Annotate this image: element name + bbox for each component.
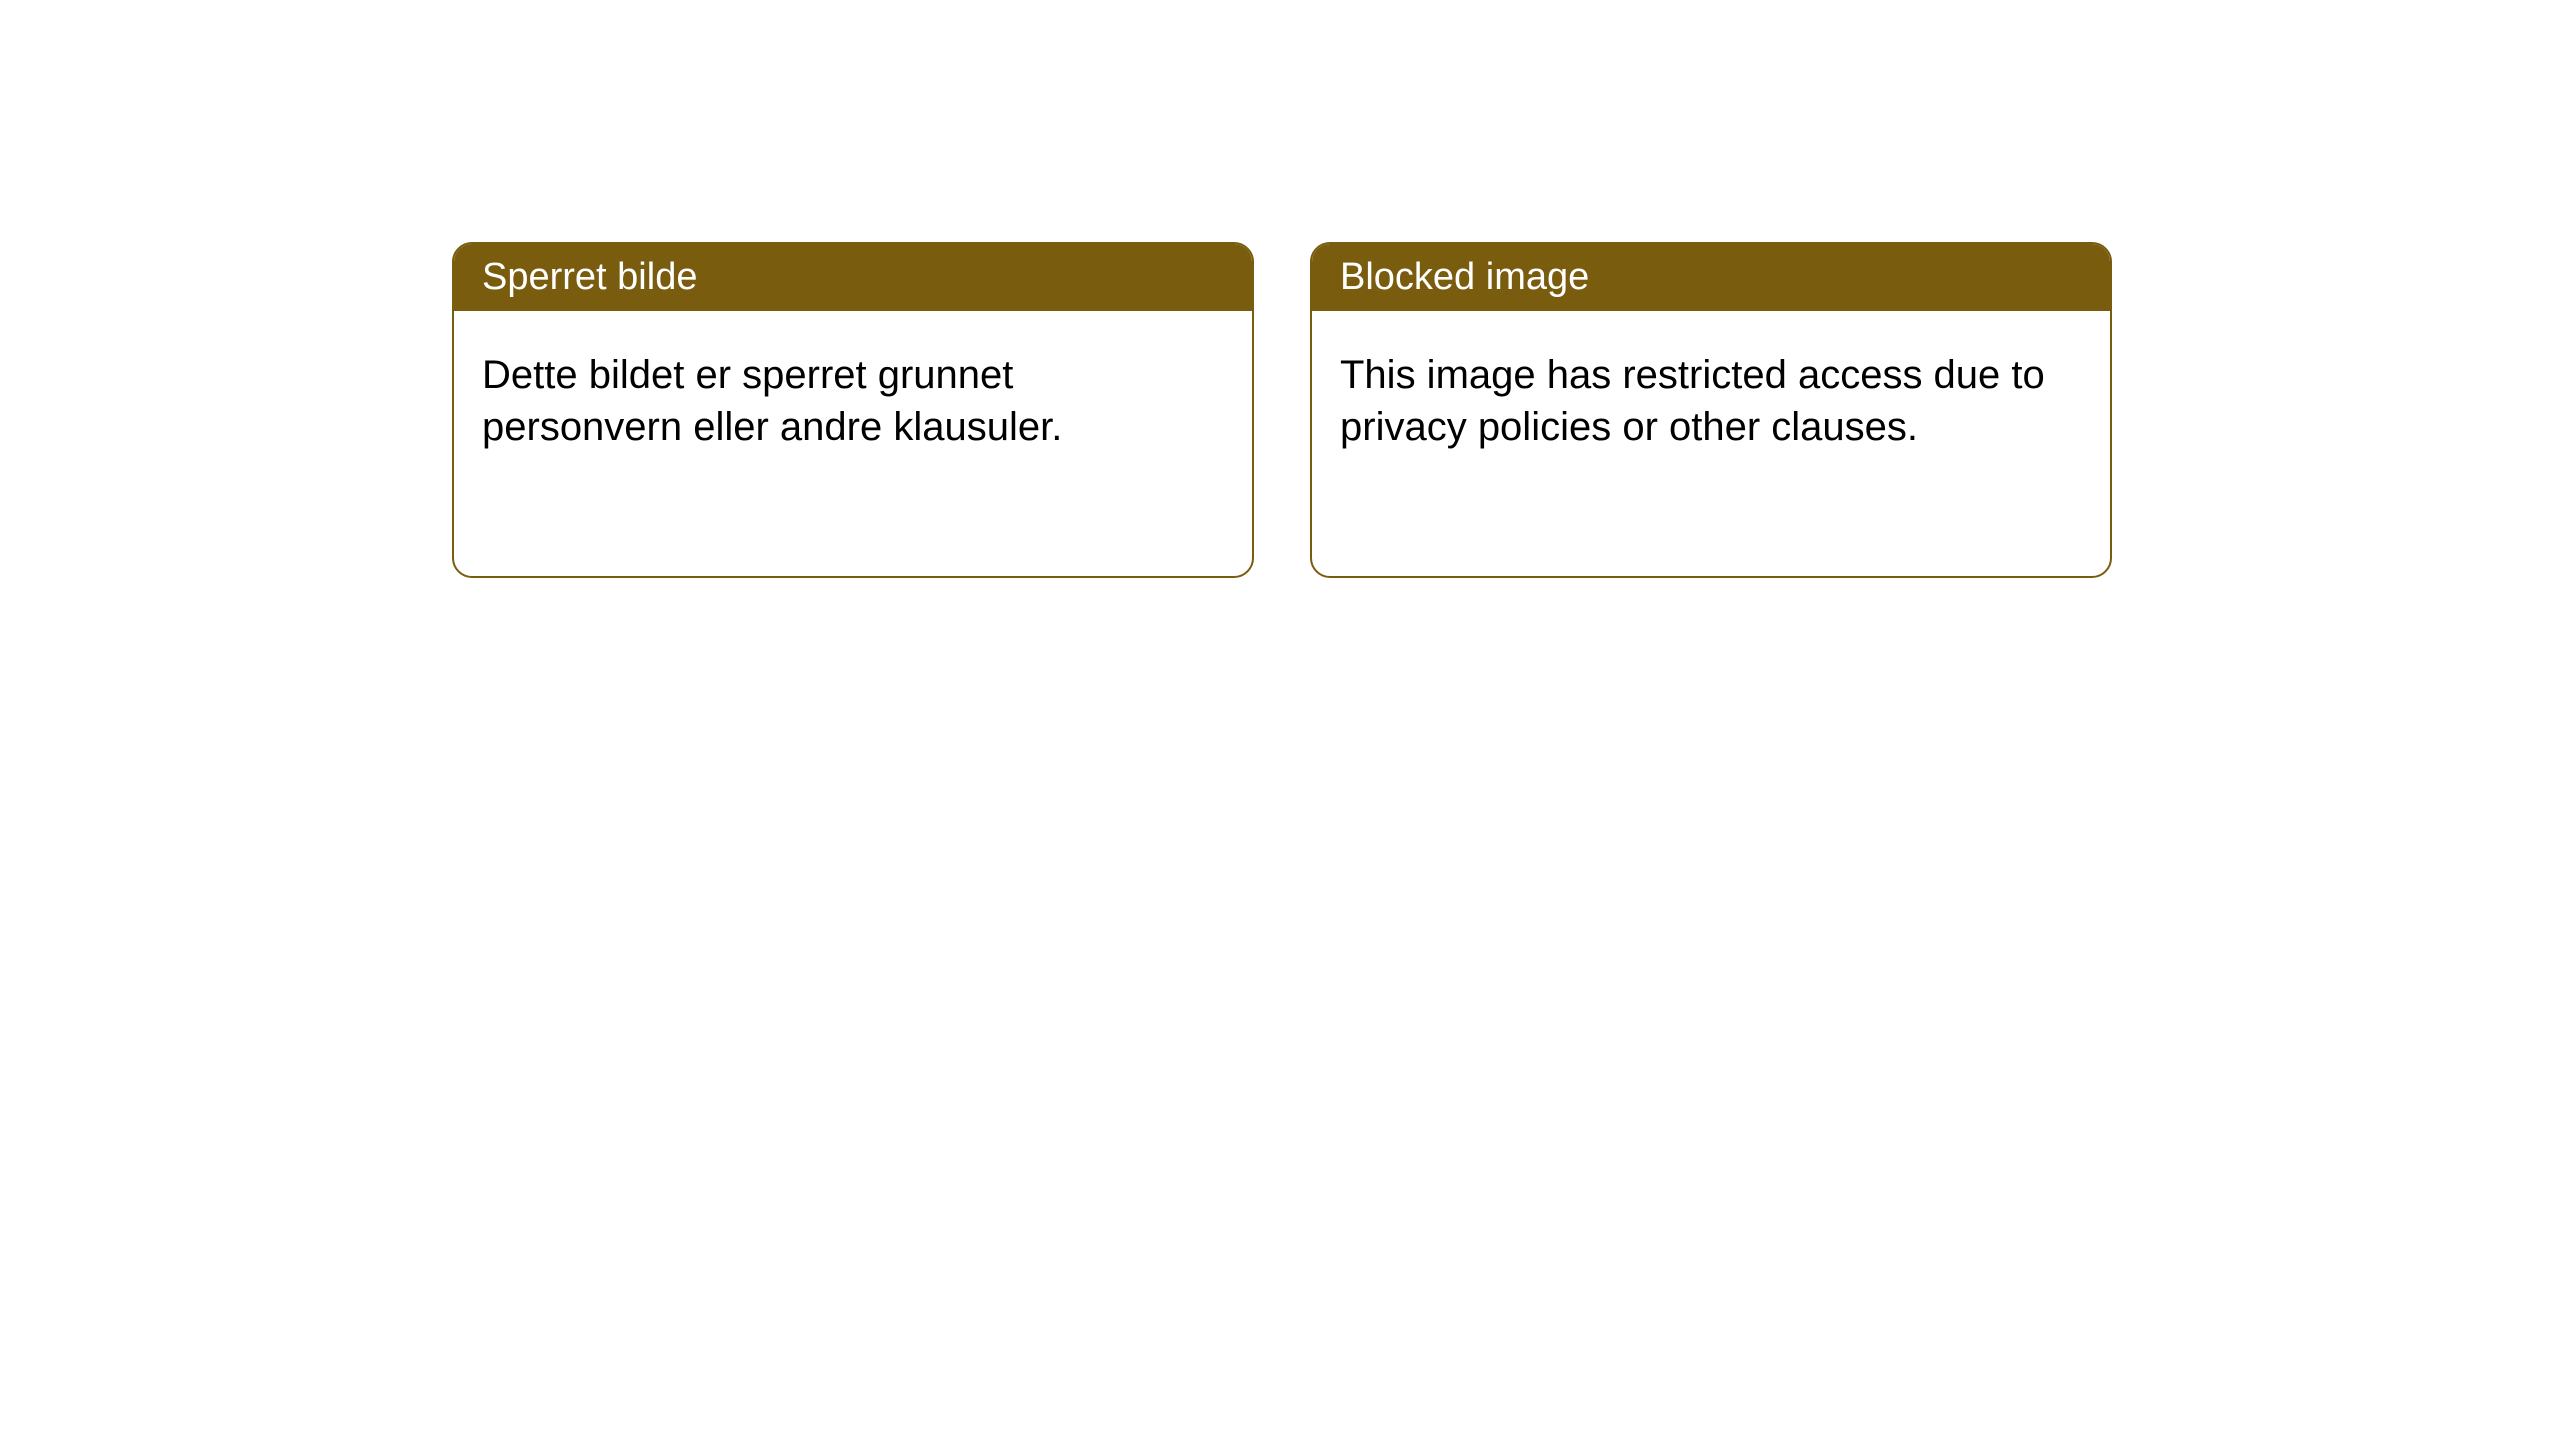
card-title-english: Blocked image bbox=[1340, 256, 1589, 298]
blocked-image-card-norwegian: Sperret bilde Dette bildet er sperret gr… bbox=[452, 242, 1254, 578]
card-header-norwegian: Sperret bilde bbox=[454, 244, 1252, 311]
card-header-english: Blocked image bbox=[1312, 244, 2110, 311]
card-title-norwegian: Sperret bilde bbox=[482, 256, 697, 298]
cards-container: Sperret bilde Dette bildet er sperret gr… bbox=[0, 0, 2560, 578]
card-message-english: This image has restricted access due to … bbox=[1340, 353, 2045, 449]
card-body-norwegian: Dette bildet er sperret grunnet personve… bbox=[454, 311, 1252, 491]
card-body-english: This image has restricted access due to … bbox=[1312, 311, 2110, 491]
card-message-norwegian: Dette bildet er sperret grunnet personve… bbox=[482, 353, 1062, 449]
blocked-image-card-english: Blocked image This image has restricted … bbox=[1310, 242, 2112, 578]
